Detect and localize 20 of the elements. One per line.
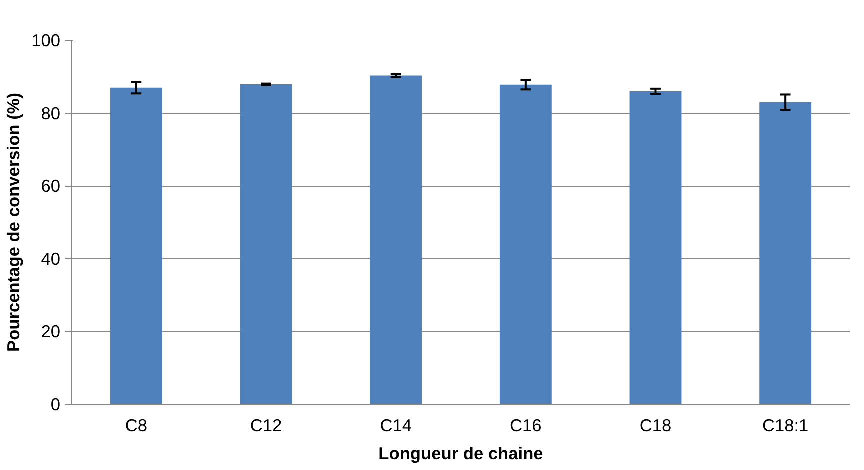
bar: [240, 84, 292, 404]
x-tick-label: C18: [640, 416, 672, 436]
y-tick-label: 80: [41, 103, 61, 124]
x-tick-label: C14: [380, 416, 412, 436]
bar: [630, 91, 682, 404]
y-tick-label: 60: [41, 176, 61, 196]
x-tick-label: C8: [125, 416, 148, 436]
x-tick-label: C16: [510, 416, 542, 436]
x-tick-label: C12: [250, 416, 282, 436]
bar: [760, 102, 812, 404]
bar: [110, 88, 162, 404]
bar: [500, 84, 552, 404]
y-tick-label: 20: [41, 322, 61, 342]
y-tick-label: 100: [32, 30, 61, 50]
bar: [370, 76, 422, 404]
y-axis-title: Pourcentage de conversion (%): [4, 92, 24, 352]
y-tick-label: 0: [50, 394, 61, 414]
x-axis-title: Longueur de chaine: [378, 444, 544, 464]
x-tick-label: C18:1: [762, 416, 809, 436]
y-tick-label: 40: [41, 248, 61, 269]
